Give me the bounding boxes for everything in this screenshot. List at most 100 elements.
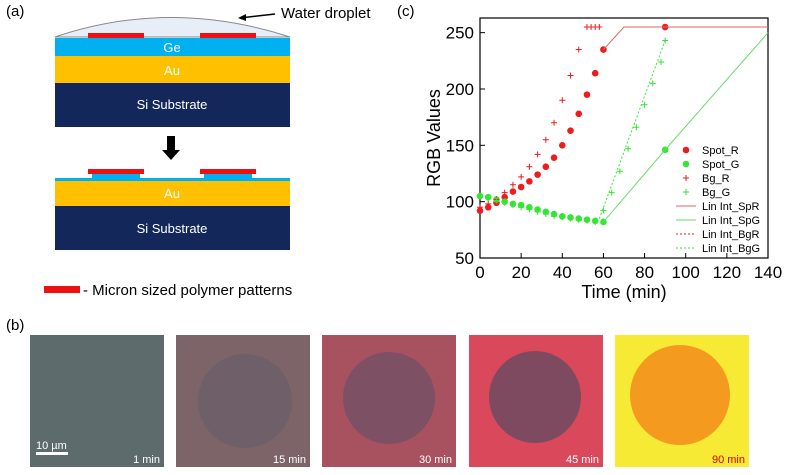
y-tick-label: 250 — [446, 24, 474, 43]
series-line — [603, 32, 769, 223]
data-point — [526, 178, 533, 185]
data-point — [485, 195, 492, 202]
polymer-legend — [44, 286, 80, 293]
data-point — [583, 217, 590, 224]
legend-marker — [682, 160, 690, 168]
data-point — [625, 145, 632, 152]
panel-label: (b) — [6, 317, 24, 334]
data-point — [641, 101, 648, 108]
data-point — [501, 199, 508, 206]
time-label: 15 min — [273, 454, 306, 466]
data-point — [558, 142, 566, 149]
y-tick-label: 150 — [446, 136, 474, 155]
data-point — [518, 173, 525, 180]
x-tick-label: 80 — [635, 263, 654, 282]
x-tick-label: 100 — [672, 263, 700, 282]
data-point — [518, 204, 525, 211]
data-point — [477, 193, 483, 200]
data-point — [501, 189, 508, 196]
series-line — [598, 40, 666, 219]
data-point — [567, 215, 574, 222]
arrow — [167, 136, 175, 150]
y-tick-label: 50 — [455, 249, 474, 268]
arrow-head — [238, 14, 246, 21]
legend-label: Spot_R — [702, 145, 739, 157]
legend-label: Spot_G — [702, 159, 739, 171]
data-point — [600, 207, 607, 214]
data-point — [551, 119, 558, 126]
au-layer — [55, 56, 290, 83]
data-point — [485, 200, 492, 207]
droplet-spot — [343, 352, 435, 444]
data-point — [509, 181, 516, 188]
data-point — [550, 154, 558, 162]
series-line — [603, 26, 768, 50]
data-point — [484, 203, 492, 211]
data-point — [509, 188, 517, 195]
data-point — [616, 168, 623, 175]
data-point — [477, 204, 483, 211]
polymer — [88, 33, 144, 38]
data-point — [493, 197, 500, 204]
time-label: 1 min — [133, 454, 160, 466]
legend-label: Lin Int_BgR — [702, 229, 760, 241]
data-point — [592, 218, 599, 225]
droplet-spot — [630, 345, 730, 445]
droplet-spot — [198, 354, 292, 448]
droplet-spot — [489, 351, 581, 443]
data-point — [567, 127, 574, 134]
pattern-legend: - Micron sized polymer patterns — [83, 282, 292, 299]
data-point — [534, 171, 541, 178]
data-point — [575, 216, 582, 223]
y-tick-label: 200 — [446, 80, 474, 99]
data-point — [526, 163, 533, 170]
x-tick-label: 140 — [754, 263, 782, 282]
si-layer — [55, 206, 290, 250]
data-point — [559, 97, 566, 104]
droplet — [54, 17, 291, 38]
plot-frame — [479, 17, 769, 259]
layer-label: Si Substrate — [137, 97, 208, 112]
data-point — [476, 207, 484, 214]
data-point — [542, 136, 549, 143]
scale-label: 10 µm — [36, 440, 67, 452]
data-point — [608, 189, 615, 196]
data-point — [517, 183, 525, 191]
legend-label: Bg_R — [702, 173, 730, 185]
legend-marker — [683, 175, 689, 181]
legend-label: Bg_G — [702, 187, 730, 199]
legend-label: Lin Int_BgG — [702, 243, 760, 255]
data-point — [534, 208, 541, 215]
time-label: 30 min — [419, 454, 452, 466]
layer-label: Au — [164, 63, 180, 78]
polymer — [200, 169, 256, 174]
scale-bar — [36, 452, 68, 455]
micrograph — [30, 335, 164, 467]
ge-layer — [55, 178, 290, 181]
data-point — [649, 80, 656, 87]
data-point — [509, 202, 516, 209]
panel-label: (a) — [6, 3, 24, 20]
panel-label: (c) — [397, 3, 415, 20]
arrow-head — [162, 150, 180, 160]
data-point — [658, 58, 665, 65]
layer-label: Si Substrate — [137, 221, 208, 236]
x-tick-label: 20 — [512, 263, 531, 282]
au-layer — [55, 181, 290, 206]
legend-marker — [683, 189, 689, 195]
chart: 0 20 40 60 80 100 120 140 50 100 150 200 250 Time (mi… — [424, 17, 782, 302]
data-point — [567, 72, 574, 79]
data-point — [526, 206, 533, 213]
time-label: 90 min — [712, 454, 745, 466]
data-point — [575, 110, 583, 118]
data-point — [583, 91, 591, 98]
droplet-label: Water droplet — [281, 5, 371, 22]
data-point — [633, 124, 640, 131]
legend-label: Lin Int_SpR — [702, 201, 760, 213]
x-tick-label: 120 — [713, 263, 741, 282]
x-tick-label: 0 — [475, 263, 484, 282]
layer-label: Ge — [163, 40, 180, 55]
data-point — [575, 46, 582, 53]
x-tick-label: 60 — [594, 263, 613, 282]
